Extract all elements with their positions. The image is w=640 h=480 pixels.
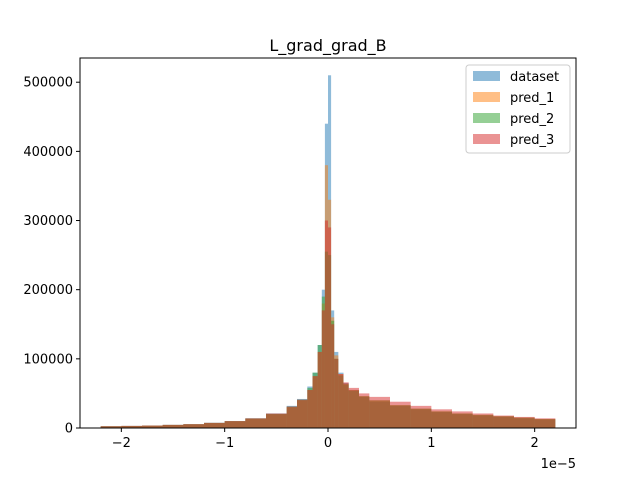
legend-swatch-pred_3 — [473, 134, 500, 144]
legend-swatch-pred_1 — [473, 92, 500, 102]
x-tick-label: 1 — [427, 436, 435, 451]
bar-pred_3-1 — [121, 425, 142, 428]
legend-label-dataset: dataset — [510, 70, 559, 85]
bar-pred_3-14 — [321, 310, 325, 428]
x-tick-label: 2 — [531, 436, 539, 451]
bar-pred_3-29 — [493, 415, 514, 428]
bar-pred_3-28 — [472, 413, 494, 428]
bar-pred_3-21 — [348, 387, 359, 428]
legend-label-pred_3: pred_3 — [510, 133, 554, 148]
bar-pred_3-13 — [317, 351, 322, 428]
bar-pred_3-16 — [328, 227, 332, 428]
bar-pred_3-10 — [297, 399, 308, 428]
bar-pred_3-30 — [514, 416, 535, 428]
series-pred_3 — [100, 220, 556, 428]
bar-pred_3-11 — [307, 389, 313, 428]
y-tick-label: 100000 — [23, 352, 73, 367]
bar-pred_3-15 — [324, 220, 328, 428]
x-tick-label: 0 — [324, 436, 332, 451]
bar-pred_3-2 — [142, 425, 163, 428]
x-offset-label: 1e−5 — [541, 457, 576, 472]
y-tick-label: 400000 — [23, 145, 73, 160]
histogram-bars — [100, 75, 556, 428]
bar-pred_3-18 — [334, 358, 339, 428]
bar-pred_3-24 — [390, 401, 411, 428]
bar-pred_3-0 — [100, 426, 122, 428]
legend-label-pred_2: pred_2 — [510, 112, 554, 127]
bar-pred_3-7 — [245, 418, 266, 428]
bar-pred_3-4 — [183, 424, 204, 428]
legend-box — [465, 64, 571, 154]
bar-pred_3-31 — [534, 418, 556, 428]
legend-label-pred_1: pred_1 — [510, 91, 554, 106]
bar-pred_3-17 — [331, 324, 335, 428]
y-axis: 0 100000 200000 300000 400000 500000 — [23, 76, 80, 437]
bar-pred_3-23 — [369, 396, 390, 428]
x-tick-label: −1 — [215, 436, 234, 451]
bar-pred_3-20 — [343, 382, 349, 428]
y-tick-label: 200000 — [23, 283, 73, 298]
bar-pred_3-26 — [431, 409, 452, 428]
bar-pred_3-8 — [266, 413, 287, 428]
y-tick-label: 0 — [65, 422, 73, 437]
legend-swatch-pred_2 — [473, 113, 500, 123]
bar-pred_3-12 — [312, 376, 318, 428]
bar-pred_3-25 — [410, 405, 432, 428]
bar-pred_3-27 — [452, 411, 473, 428]
legend-swatch-dataset — [473, 71, 500, 81]
bar-pred_3-3 — [162, 424, 184, 428]
bar-pred_3-19 — [338, 374, 344, 428]
x-tick-label: −2 — [112, 436, 131, 451]
y-tick-label: 300000 — [23, 214, 73, 229]
x-axis: −2 −1 0 1 2 — [112, 428, 539, 451]
bar-pred_3-9 — [286, 406, 297, 428]
bar-pred_3-22 — [359, 393, 370, 428]
chart-title: L_grad_grad_B — [269, 36, 386, 56]
bar-pred_3-6 — [224, 421, 246, 428]
legend: dataset pred_1 pred_2 pred_3 — [465, 64, 571, 154]
bar-pred_3-5 — [204, 422, 225, 428]
y-tick-label: 500000 — [23, 76, 73, 91]
